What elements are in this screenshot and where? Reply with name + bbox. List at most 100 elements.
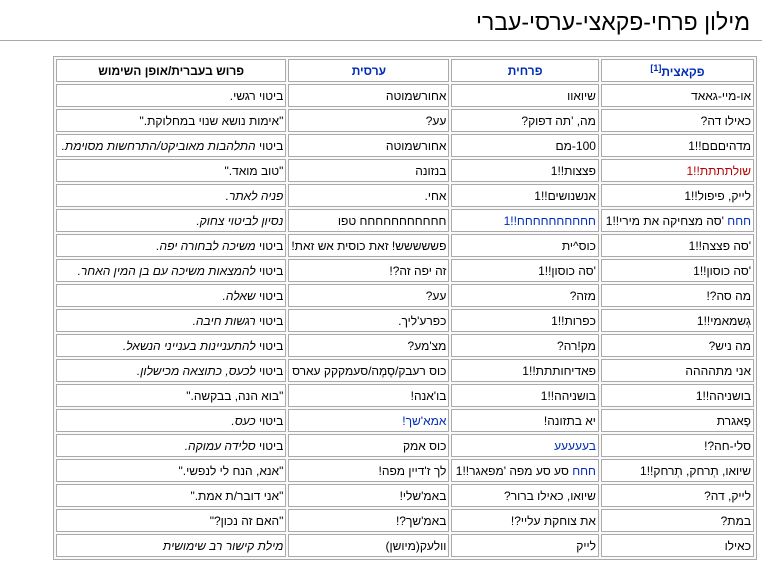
- table-row: מדהיםםם!!1 100-מם אחורשמוטה ביטוי התלהבות מ…: [56, 134, 754, 157]
- table-row: 'סה פצצה!!1 כוס^ית פששששש! זאת כוסית אש זא…: [56, 234, 754, 257]
- wiki-link[interactable]: חחח: [572, 463, 596, 478]
- cell-arsit: עע?: [288, 284, 450, 307]
- cell-meaning: "אימות נושא שנוי במחלוקת.": [56, 109, 287, 132]
- cell-prachit: בושניהה!!1: [451, 384, 599, 407]
- cell-arsit: אחורשמוטה: [288, 134, 450, 157]
- cell-prachit: כפרות!!1: [451, 309, 599, 332]
- cell-arsit: באמ'שלי!: [288, 484, 450, 507]
- meaning-emphasis: רגשות חיבה.: [192, 313, 256, 328]
- cell-text: את צוחקת עליי?!: [510, 513, 596, 528]
- cell-text: מה סה?!: [706, 288, 751, 303]
- cell-text: אחורשמוטה: [385, 138, 447, 153]
- cell-meaning: ביטוי להמצאות משיכה עם בן המין האחר.: [56, 259, 287, 282]
- cell-arsit: לך ז'דיין מפה!: [288, 459, 450, 482]
- cell-pakatzit: 'סה כוסון!!1: [600, 259, 754, 282]
- meaning-emphasis: מילת קישור רב שימושית: [162, 538, 284, 553]
- table-row: במת? את צוחקת עליי?! באמ'שך?! "האם זה נכון?…: [56, 509, 754, 532]
- cell-prachit: שיואוו: [451, 84, 599, 107]
- cell-text: 'סה כוסון!!1: [693, 263, 751, 278]
- table-row: בושניהה!!1 בושניהה!!1 בו'אנה! "בוא הנה, בבק…: [56, 384, 754, 407]
- cell-meaning: ביטוי כעס.: [56, 409, 287, 432]
- cell-pakatzit: חחח 'סה מצחיקה את מירי!!1: [600, 209, 754, 232]
- meaning-emphasis: לכעס, כתוצאה מכישלון.: [136, 363, 256, 378]
- cell-text: כוס רעבק/סֶמֶה/סעמקקק עארס: [292, 363, 447, 378]
- cell-prachit: את צוחקת עליי?!: [451, 509, 599, 532]
- cell-arsit: בנזונה: [288, 159, 450, 182]
- meaning-text: ביטוי: [255, 338, 284, 353]
- cell-pakatzit: שולתתתת!!1: [600, 159, 754, 182]
- cell-text: באמ'שך?!: [395, 513, 447, 528]
- cell-text: עע?: [425, 113, 447, 128]
- table-row: לייק, פיפול!!1 אנשנושים!!1 אחי. פניה לאתר.: [56, 184, 754, 207]
- cell-arsit: זה יפה זה?!: [288, 259, 450, 282]
- cell-text: פששששש! זאת כוסית אש זאת!: [291, 238, 447, 253]
- cell-meaning: פניה לאתר.: [56, 184, 287, 207]
- meaning-text: "טוב מואד.": [224, 163, 284, 178]
- cell-pakatzit: גְשמאמי!!1: [600, 309, 754, 332]
- cell-prachit: חחח סע סע מפה 'מפאגר!!1: [451, 459, 599, 482]
- cell-text: פאדיחותתת!!1: [522, 363, 596, 378]
- cell-arsit: פששששש! זאת כוסית אש זאת!: [288, 234, 450, 257]
- cell-meaning: ביטוי שאלה.: [56, 284, 287, 307]
- cell-pakatzit: כאילו דה?: [600, 109, 754, 132]
- cell-text: במת?: [720, 513, 751, 528]
- page-title: מילון פרחי-פקאצי-ערסי-עברי: [475, 9, 750, 35]
- meaning-text: "האם זה נכון?": [209, 513, 284, 528]
- wiki-link[interactable]: חחחחחחחחחח!!1: [503, 213, 596, 228]
- footnote-link[interactable]: [1]: [650, 62, 662, 73]
- cell-meaning: ביטוי לכעס, כתוצאה מכישלון.: [56, 359, 287, 382]
- cell-text: מה ניש?: [708, 338, 751, 353]
- redlink[interactable]: שולתתתת!!1: [686, 163, 751, 178]
- cell-pakatzit: לייק, פיפול!!1: [600, 184, 754, 207]
- header-pakatzit-label[interactable]: פקאצית: [661, 64, 705, 79]
- meaning-emphasis: להתעניינות בענייני הנשאל.: [122, 338, 256, 353]
- table-header-row: פקאצית[1] פרחית ערסית פרוש בעברית/אופן ה…: [56, 59, 754, 82]
- cell-text: כוס^ית: [561, 238, 596, 253]
- table-body: או-מיי-גאאד שיואוו אחורשמוטה ביטוי רגשי. כאי…: [56, 84, 754, 557]
- meaning-text: ביטוי: [255, 263, 284, 278]
- cell-text: או-מיי-גאאד: [691, 88, 751, 103]
- cell-pakatzit: מה סה?!: [600, 284, 754, 307]
- cell-pakatzit: במת?: [600, 509, 754, 532]
- cell-text: 'סה כוסון!!1: [538, 263, 596, 278]
- cell-text: גְשמאמי!!1: [696, 313, 751, 328]
- cell-text: שיואו, תְרחק, תְרחק!!1: [640, 463, 751, 478]
- cell-meaning: ביטוי התלהבות מאוביקט/התרחשות מסוימת.: [56, 134, 287, 157]
- header-pakatzit[interactable]: פקאצית[1]: [600, 59, 754, 82]
- cell-pakatzit: פָאגרת: [600, 409, 754, 432]
- cell-prachit: חחחחחחחחחח!!1: [451, 209, 599, 232]
- cell-arsit: כפרע'ליך.: [288, 309, 450, 332]
- table-row: מה ניש? מק!רה? מצ'מע? ביטוי להתעניינות בעני…: [56, 334, 754, 357]
- cell-text: פצצות!!1: [550, 163, 596, 178]
- cell-text: כפרות!!1: [551, 313, 596, 328]
- cell-arsit: עע?: [288, 109, 450, 132]
- cell-text: לייק: [576, 538, 596, 553]
- wiki-link[interactable]: אמא'שך!: [402, 413, 447, 428]
- meaning-text: ביטוי: [255, 138, 284, 153]
- cell-text: מה, 'תה דפוק?: [521, 113, 596, 128]
- cell-text: סלי-חה?!: [704, 438, 751, 453]
- cell-prachit: כוס^ית: [451, 234, 599, 257]
- meaning-text: ביטוי: [255, 438, 284, 453]
- cell-text: אנשנושים!!1: [534, 188, 596, 203]
- header-prachit[interactable]: פרחית: [451, 59, 599, 82]
- meaning-emphasis: כעס.: [231, 413, 256, 428]
- table-row: פָאגרת יא בתזונה! אמא'שך! ביטוי כעס.: [56, 409, 754, 432]
- cell-prachit: פאדיחותתת!!1: [451, 359, 599, 382]
- cell-pakatzit: אני מתהההה: [600, 359, 754, 382]
- table-row: גְשמאמי!!1 כפרות!!1 כפרע'ליך. ביטוי רגשות ח…: [56, 309, 754, 332]
- cell-prachit: 'סה כוסון!!1: [451, 259, 599, 282]
- meaning-emphasis: נסיון לביטוי צחוק.: [196, 213, 284, 228]
- cell-prachit: שיואו, כאילו ברור?: [451, 484, 599, 507]
- header-arsit[interactable]: ערסית: [288, 59, 450, 82]
- meaning-text: "בוא הנה, בבקשה.": [186, 388, 284, 403]
- cell-meaning: ביטוי רגשות חיבה.: [56, 309, 287, 332]
- cell-text: יא בתזונה!: [543, 413, 596, 428]
- cell-arsit: אחורשמוטה: [288, 84, 450, 107]
- cell-text: שיואו, כאילו ברור?: [504, 488, 596, 503]
- cell-text: פָאגרת: [716, 413, 751, 428]
- cell-text: 100-מם: [555, 138, 596, 153]
- wiki-link[interactable]: בעעעעע: [554, 438, 596, 453]
- cell-text: חחחחחחחחחחח טפו: [337, 213, 447, 228]
- wiki-link[interactable]: חחח: [727, 213, 751, 228]
